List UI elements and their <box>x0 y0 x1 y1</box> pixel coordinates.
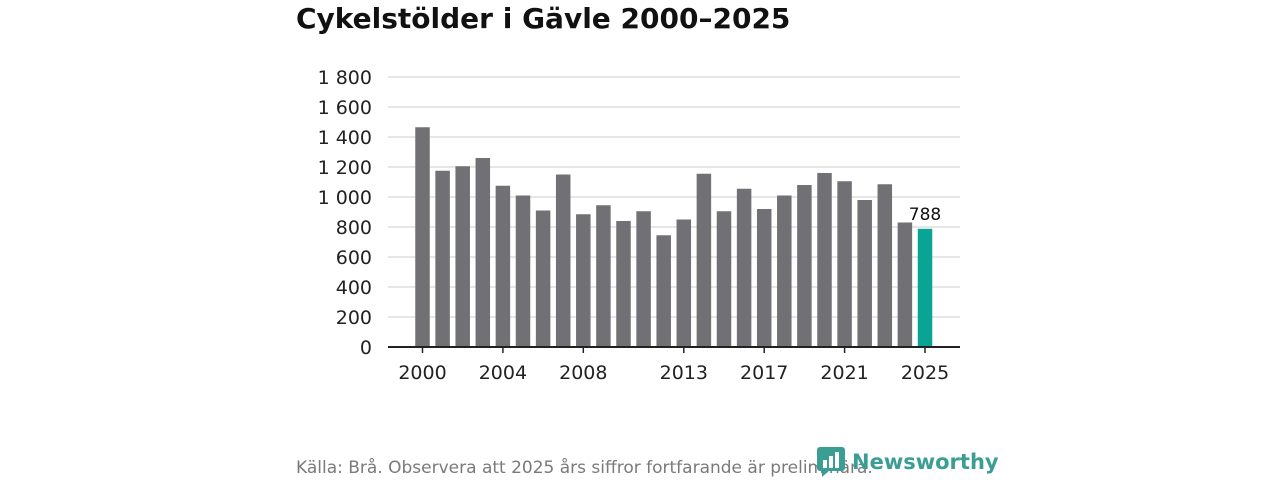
y-tick-label: 0 <box>360 337 372 359</box>
bar <box>535 210 551 347</box>
newsworthy-logo: Newsworthy <box>816 446 999 478</box>
newsworthy-logo-icon <box>817 447 845 477</box>
x-tick-label: 2021 <box>820 362 868 384</box>
y-tick-label: 800 <box>336 217 372 239</box>
bar <box>435 170 450 347</box>
bar <box>756 209 772 347</box>
data-label: 788 <box>909 205 941 225</box>
brand-name: Newsworthy <box>852 450 999 474</box>
x-tick-label: 2008 <box>559 362 607 384</box>
bar-chart: 0 200 400 600 800 1 000 1 200 1 400 1 600 1 800 20… <box>318 67 960 384</box>
chart-title: Cykelstölder i Gävle 2000–2025 <box>296 2 791 35</box>
bar <box>676 219 692 347</box>
y-tick-label: 1 800 <box>318 67 372 89</box>
bar <box>716 211 732 347</box>
bar <box>455 166 470 347</box>
bar-highlight <box>917 228 933 347</box>
x-tick-label: 2000 <box>398 362 446 384</box>
bar <box>877 184 893 347</box>
source-note: Källa: Brå. Observera att 2025 års siffr… <box>296 458 873 478</box>
bar <box>495 185 511 347</box>
bar <box>415 127 430 347</box>
bar <box>777 195 792 347</box>
y-tick-label: 400 <box>336 277 372 299</box>
y-tick-label: 1 600 <box>318 97 372 119</box>
bar <box>797 185 812 347</box>
y-tick-label: 1 400 <box>318 127 372 149</box>
y-tick-label: 600 <box>336 247 372 269</box>
x-tick-label: 2004 <box>479 362 527 384</box>
bar <box>656 235 671 347</box>
bar <box>857 200 872 347</box>
bar <box>696 173 712 347</box>
x-tick-label: 2013 <box>660 362 708 384</box>
y-tick-label: 200 <box>336 307 372 329</box>
y-tick-label: 1 000 <box>318 187 372 209</box>
bar <box>636 211 651 347</box>
bar <box>837 181 852 347</box>
bar <box>897 222 913 347</box>
bar <box>817 173 832 347</box>
bar <box>736 188 752 347</box>
bar <box>596 205 611 347</box>
bar <box>576 214 591 347</box>
y-tick-label: 1 200 <box>318 157 372 179</box>
bar <box>616 221 631 347</box>
bar <box>475 158 491 347</box>
x-tick-label: 2025 <box>901 362 949 384</box>
x-tick-label: 2017 <box>740 362 788 384</box>
bar <box>555 174 571 347</box>
bar <box>515 195 531 347</box>
